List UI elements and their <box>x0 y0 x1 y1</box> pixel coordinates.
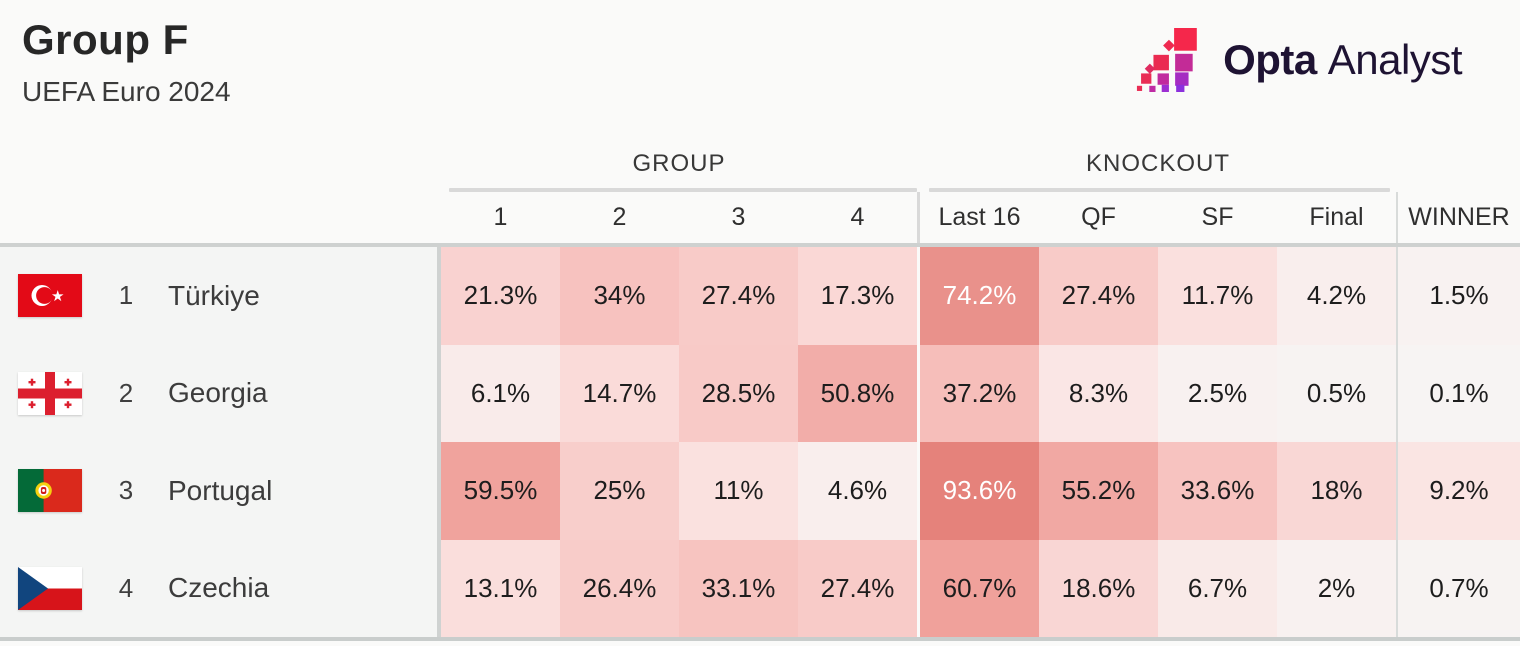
team-row-georgia: 2 Georgia <box>0 344 437 442</box>
prob-cell: 4.6% <box>798 442 917 540</box>
prob-cell: 17.3% <box>798 247 917 345</box>
prob-cell: 59.5% <box>441 442 560 540</box>
prob-cell: 0.1% <box>1398 344 1520 442</box>
rank: 4 <box>118 572 134 603</box>
prob-cell: 13.1% <box>441 539 560 637</box>
prob-cell: 0.7% <box>1398 539 1520 637</box>
prob-cell: 11% <box>679 442 798 540</box>
prob-cell: 93.6% <box>920 442 1039 540</box>
column-header-winner: WINNER <box>1408 203 1510 231</box>
prob-cell: 14.7% <box>560 344 679 442</box>
prob-cell: 60.7% <box>920 539 1039 637</box>
table-top-border <box>0 243 1520 247</box>
team-name: Portugal <box>168 474 273 506</box>
team-row-portugal: 3 Portugal <box>0 442 437 540</box>
prob-cell: 55.2% <box>1039 442 1158 540</box>
prob-cell: 27.4% <box>679 247 798 345</box>
rank: 3 <box>118 475 134 506</box>
column-header-final: Final <box>1309 203 1364 231</box>
svg-text:★: ★ <box>51 288 64 305</box>
column-header-group-2: 2 <box>612 203 627 231</box>
winner-divider <box>1396 192 1398 243</box>
rank: 1 <box>118 280 134 311</box>
team-name: Czechia <box>168 572 270 604</box>
prob-cell: 6.1% <box>441 344 560 442</box>
prob-cell: 25% <box>560 442 679 540</box>
knockout-underline <box>929 188 1390 192</box>
titles: Group F UEFA Euro 2024 <box>0 0 1520 108</box>
rank: 2 <box>118 377 134 408</box>
prob-cell: 50.8% <box>798 344 917 442</box>
prob-cell: 0.5% <box>1277 344 1396 442</box>
column-header-last16: Last 16 <box>938 203 1021 231</box>
group-underline <box>449 188 917 192</box>
georgia-flag-icon <box>18 371 82 415</box>
column-header-group-3: 3 <box>731 203 746 231</box>
column-header-sf: SF <box>1201 203 1234 231</box>
team-name: Georgia <box>168 377 268 409</box>
prob-cell: 21.3% <box>441 247 560 345</box>
column-header-group-1: 1 <box>493 203 508 231</box>
prob-cell: 28.5% <box>679 344 798 442</box>
prob-cell: 9.2% <box>1398 442 1520 540</box>
column-header-qf: QF <box>1081 203 1116 231</box>
section-gap <box>917 247 920 637</box>
table-section-header: GROUP KNOCKOUT <box>0 140 1520 188</box>
prob-cell: 6.7% <box>1158 539 1277 637</box>
team-row-czechia: 4 Czechia <box>0 539 437 637</box>
opta-logo-icon <box>1137 28 1197 92</box>
prob-cell: 33.1% <box>679 539 798 637</box>
prob-cell: 11.7% <box>1158 247 1277 345</box>
prob-cell: 33.6% <box>1158 442 1277 540</box>
prob-cell: 18% <box>1277 442 1396 540</box>
table-column-header: 1 2 3 4 Last 16 QF SF Final WINNER <box>0 192 1520 243</box>
winner-column-divider <box>1396 247 1398 637</box>
prob-cell: 34% <box>560 247 679 345</box>
section-divider <box>917 192 920 243</box>
portugal-flag-icon <box>18 469 82 513</box>
prob-cell: 2.5% <box>1158 344 1277 442</box>
section-label-knockout: KNOCKOUT <box>1085 150 1230 177</box>
prob-cell: 26.4% <box>560 539 679 637</box>
table-bottom-border <box>0 637 1520 641</box>
column-header-group-4: 4 <box>850 203 865 231</box>
opta-analyst-logo: Opta Analyst <box>1135 28 1463 92</box>
team-row-turkiye: ★ 1 Türkiye <box>0 247 437 345</box>
logo-text-opta: Opta <box>1223 36 1317 83</box>
prob-cell: 27.4% <box>1039 247 1158 345</box>
prob-cell: 18.6% <box>1039 539 1158 637</box>
prob-cell: 74.2% <box>920 247 1039 345</box>
prob-cell: 27.4% <box>798 539 917 637</box>
header: Group F UEFA Euro 2024 Opta Analyst <box>0 0 1520 140</box>
section-label-group: GROUP <box>632 150 726 177</box>
page-subtitle: UEFA Euro 2024 <box>22 76 231 107</box>
section-underlines <box>0 188 1520 192</box>
prob-cell: 4.2% <box>1277 247 1396 345</box>
czechia-flag-icon <box>18 566 82 610</box>
team-panel-divider <box>437 247 441 637</box>
prob-cell: 2% <box>1277 539 1396 637</box>
prob-cell: 1.5% <box>1398 247 1520 345</box>
prob-cell: 8.3% <box>1039 344 1158 442</box>
logo-text-analyst: Analyst <box>1327 36 1463 83</box>
prob-cell: 37.2% <box>920 344 1039 442</box>
team-name: Türkiye <box>168 279 260 311</box>
turkiye-flag-icon: ★ <box>18 274 82 318</box>
table-body: ★ 1 Türkiye 21.3% 34% 27.4% 17.3% 74.2% … <box>0 247 1520 637</box>
page-title: Group F <box>22 16 189 63</box>
